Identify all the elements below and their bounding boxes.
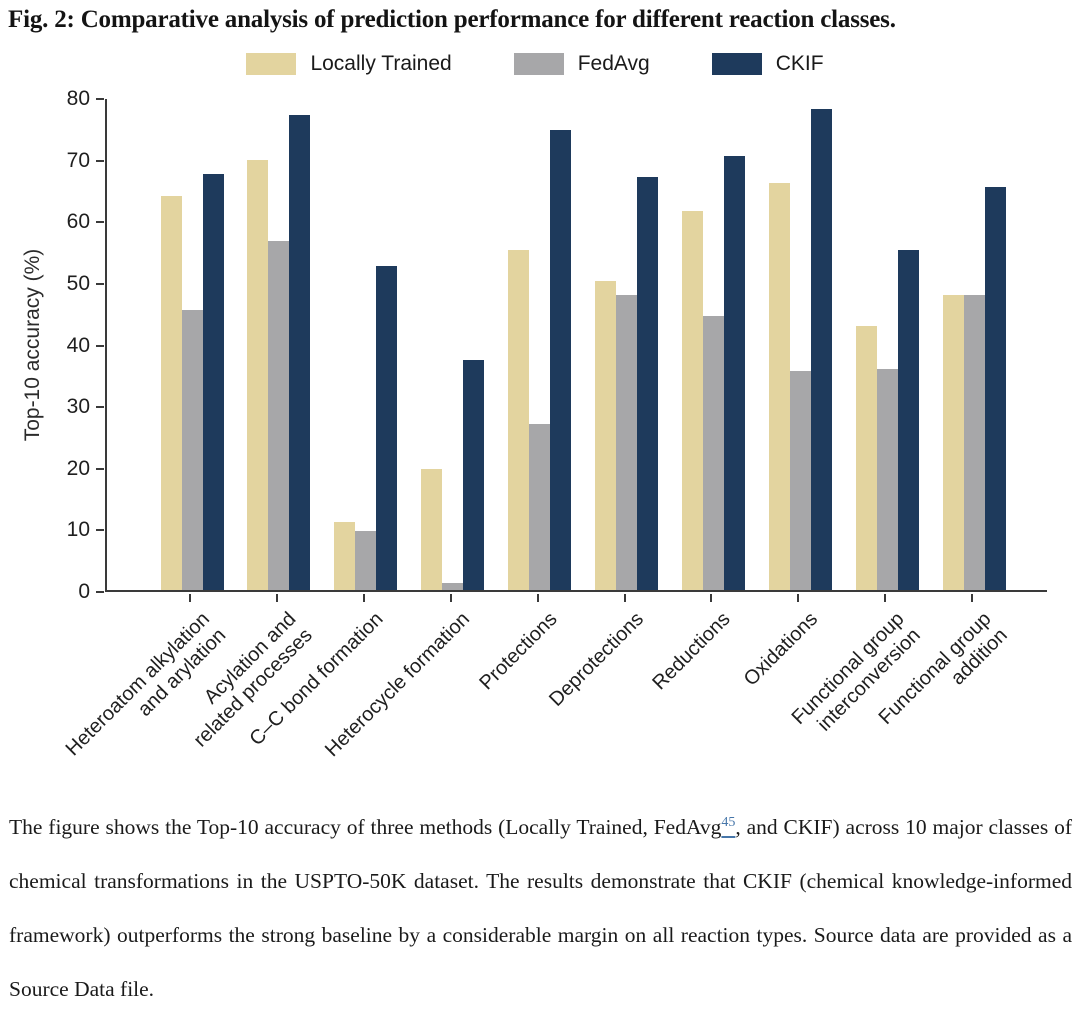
x-tick-label: Oxidations: [739, 608, 822, 691]
x-tick-mark: [710, 594, 713, 602]
bar-chart: Locally Trained FedAvg CKIF Top-10 accur…: [21, 52, 1047, 762]
bar-ckif-1: [202, 174, 224, 590]
bar-ckif-5: [550, 130, 572, 590]
x-tick-label: Heterocycle formation: [321, 608, 475, 762]
y-tick-label: 80: [66, 87, 90, 110]
bar-locally-trained-6: [595, 280, 616, 590]
x-tick-mark: [536, 594, 539, 602]
caption-text-1: The figure shows the Top-10 accuracy of …: [9, 815, 722, 839]
y-tick-label: 40: [66, 333, 90, 357]
legend-swatch-fedavg: [513, 53, 564, 75]
bar-fedavg-2: [268, 241, 290, 590]
y-tick-mark: [96, 529, 104, 532]
y-tick-label: 20: [66, 456, 90, 480]
legend-label-locally-trained: Locally Trained: [310, 52, 452, 75]
figure-caption: The figure shows the Top-10 accuracy of …: [9, 800, 1072, 1016]
x-tick-mark: [971, 594, 974, 602]
figure-page: Fig. 2: Comparative analysis of predicti…: [8, 6, 1072, 1001]
bar-ckif-4: [463, 359, 485, 590]
bar-locally-trained-2: [247, 159, 269, 590]
legend-label-ckif: CKIF: [775, 52, 824, 75]
x-tick-mark: [449, 594, 452, 602]
legend-swatch-ckif: [711, 53, 762, 75]
y-tick-mark: [96, 159, 104, 162]
bar-fedavg-8: [789, 371, 811, 590]
bar-ckif-6: [637, 176, 658, 590]
x-tick-mark: [189, 594, 191, 602]
bar-fedavg-10: [963, 295, 985, 590]
x-tick-mark: [362, 594, 365, 602]
bar-ckif-9: [897, 249, 919, 590]
bar-locally-trained-9: [855, 325, 877, 590]
reference-link[interactable]: 45: [721, 815, 735, 839]
bar-locally-trained-3: [334, 522, 356, 590]
bar-locally-trained-10: [942, 295, 964, 590]
bar-fedavg-3: [355, 531, 377, 590]
bar-locally-trained-8: [768, 183, 790, 590]
bar-ckif-10: [984, 186, 1006, 590]
x-tick-mark: [884, 594, 887, 602]
reference-superscript: 45: [721, 814, 736, 830]
x-tick-mark: [797, 594, 800, 602]
bar-locally-trained-1: [160, 196, 182, 590]
y-tick-mark: [96, 98, 104, 100]
bar-fedavg-5: [529, 424, 551, 590]
y-tick-label: 70: [66, 148, 90, 172]
y-tick-mark: [96, 282, 104, 285]
bar-locally-trained-7: [681, 211, 703, 590]
bar-locally-trained-4: [421, 468, 443, 590]
y-tick-label: 0: [78, 580, 90, 603]
chart-legend: Locally Trained FedAvg CKIF: [105, 52, 965, 76]
y-tick-label: 30: [66, 395, 90, 419]
bar-ckif-3: [376, 265, 398, 590]
y-tick-label: 60: [66, 210, 90, 234]
y-tick-mark: [96, 591, 104, 593]
bar-fedavg-7: [702, 316, 724, 590]
y-tick-mark: [96, 467, 104, 470]
x-tick-mark: [623, 594, 626, 602]
legend-item-fedavg: FedAvg: [513, 52, 650, 76]
bar-fedavg-9: [876, 369, 898, 590]
x-tick-label: Reductions: [648, 608, 735, 695]
y-tick-mark: [96, 406, 104, 409]
x-tick-mark: [275, 594, 278, 602]
figure-title: Fig. 2: Comparative analysis of predicti…: [8, 6, 896, 33]
bar-fedavg-4: [442, 583, 464, 590]
y-tick-label: 10: [66, 518, 90, 542]
caption-text-2: , and CKIF) across 10 major classes of c…: [9, 815, 1072, 1001]
bar-locally-trained-5: [508, 249, 530, 590]
y-tick-mark: [96, 221, 104, 224]
y-tick-mark: [96, 344, 104, 347]
bar-fedavg-6: [616, 294, 637, 590]
bar-ckif-2: [289, 114, 311, 590]
y-tick-label: 50: [66, 271, 90, 295]
bar-ckif-7: [723, 156, 745, 590]
legend-item-ckif: CKIF: [711, 52, 824, 76]
bar-ckif-8: [810, 109, 832, 590]
x-tick-label: Protections: [474, 608, 562, 695]
legend-swatch-locally-trained: [246, 53, 297, 75]
legend-item-locally-trained: Locally Trained: [246, 52, 452, 76]
legend-label-fedavg: FedAvg: [577, 52, 650, 75]
plot-area: [105, 99, 1047, 592]
bar-fedavg-1: [181, 309, 203, 590]
